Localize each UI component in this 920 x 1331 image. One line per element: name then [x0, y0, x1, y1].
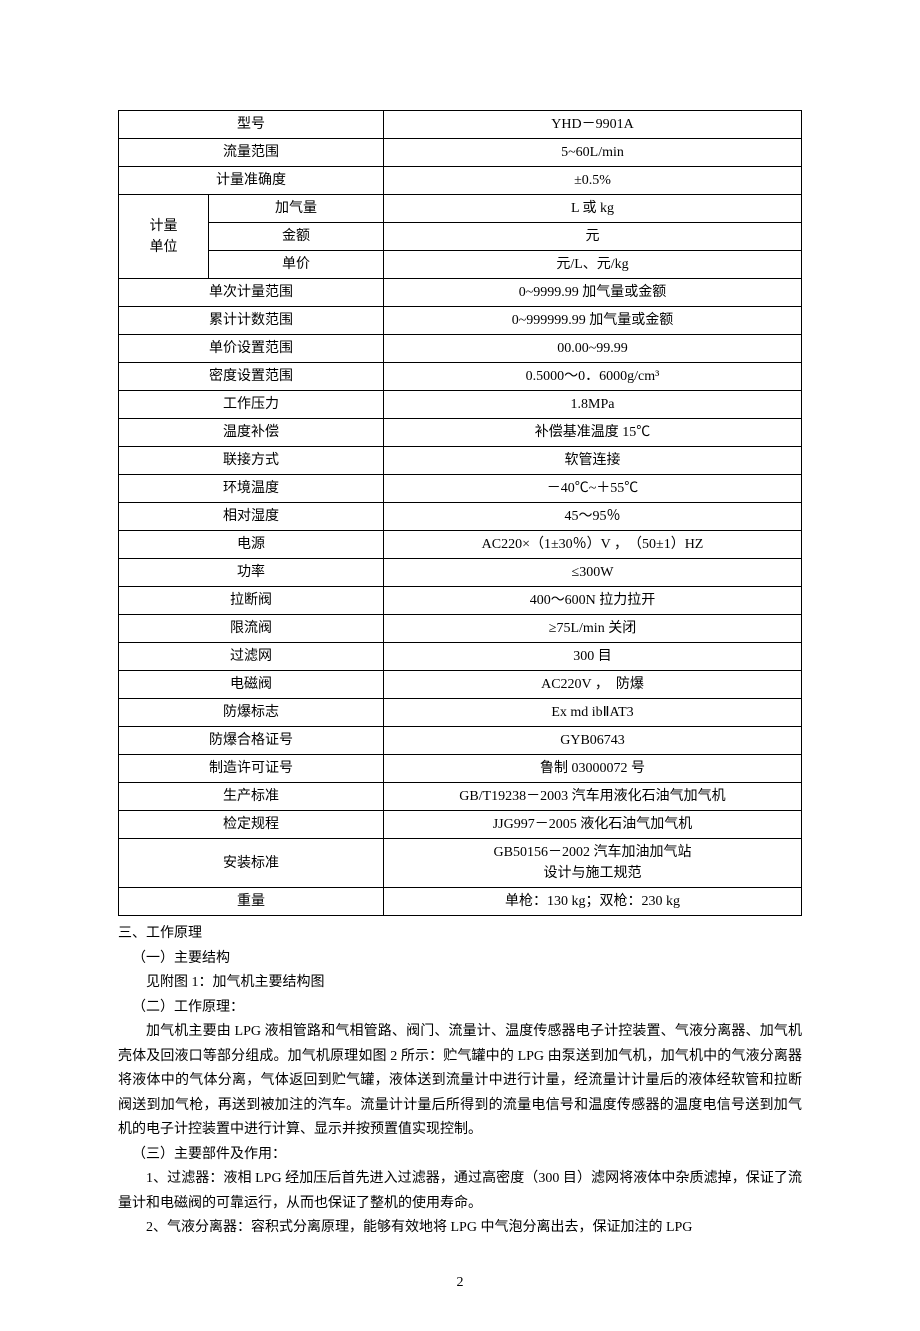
- spec-value: 元: [384, 223, 802, 251]
- spec-label: 工作压力: [119, 391, 384, 419]
- spec-label: 重量: [119, 888, 384, 916]
- section-3-1-title: （一）主要结构: [118, 947, 802, 972]
- table-row: 检定规程 JJG997－2005 液化石油气加气机: [119, 811, 802, 839]
- spec-value: 0.5000～0．6000g/cm³: [384, 363, 802, 391]
- spec-value: ≥75L/min 关闭: [384, 615, 802, 643]
- spec-label: 环境温度: [119, 475, 384, 503]
- table-row: 计量准确度 ±0.5%: [119, 167, 802, 195]
- section-3-title: 三、工作原理: [118, 922, 802, 947]
- table-row: 拉断阀 400～600N 拉力拉开: [119, 587, 802, 615]
- table-row: 生产标准 GB/T19238－2003 汽车用液化石油气加气机: [119, 783, 802, 811]
- section-3-2-body: 加气机主要由 LPG 液相管路和气相管路、阀门、流量计、温度传感器电子计控装置、…: [118, 1020, 802, 1143]
- table-row: 联接方式 软管连接: [119, 447, 802, 475]
- table-row: 计量 单位 加气量 L 或 kg: [119, 195, 802, 223]
- spec-value: 1.8MPa: [384, 391, 802, 419]
- spec-value: Ex md ibⅡAT3: [384, 699, 802, 727]
- spec-label: 生产标准: [119, 783, 384, 811]
- section-3-2-title: （二）工作原理：: [118, 996, 802, 1021]
- spec-value: 软管连接: [384, 447, 802, 475]
- table-row: 温度补偿 补偿基准温度 15℃: [119, 419, 802, 447]
- body-text: 三、工作原理 （一）主要结构 见附图 1：加气机主要结构图 （二）工作原理： 加…: [118, 922, 802, 1241]
- table-row: 型号 YHD－9901A: [119, 111, 802, 139]
- spec-value: 鲁制 03000072 号: [384, 755, 802, 783]
- table-row: 工作压力 1.8MPa: [119, 391, 802, 419]
- table-row: 制造许可证号 鲁制 03000072 号: [119, 755, 802, 783]
- spec-sublabel: 单价: [209, 251, 384, 279]
- spec-label: 型号: [119, 111, 384, 139]
- spec-value: GYB06743: [384, 727, 802, 755]
- spec-value: －40℃~＋55℃: [384, 475, 802, 503]
- spec-sublabel: 金额: [209, 223, 384, 251]
- table-row: 单价设置范围 00.00~99.99: [119, 335, 802, 363]
- spec-group-label: 计量 单位: [119, 195, 209, 279]
- table-row: 单价 元/L、元/kg: [119, 251, 802, 279]
- section-3-3-title: （三）主要部件及作用：: [118, 1143, 802, 1168]
- spec-label: 密度设置范围: [119, 363, 384, 391]
- spec-value: L 或 kg: [384, 195, 802, 223]
- spec-table-body: 型号 YHD－9901A 流量范围 5~60L/min 计量准确度 ±0.5% …: [119, 111, 802, 916]
- spec-value: GB/T19238－2003 汽车用液化石油气加气机: [384, 783, 802, 811]
- spec-label: 检定规程: [119, 811, 384, 839]
- section-3-1-body: 见附图 1：加气机主要结构图: [118, 971, 802, 996]
- table-row: 安装标准 GB50156－2002 汽车加油加气站 设计与施工规范: [119, 839, 802, 888]
- table-row: 功率 ≤300W: [119, 559, 802, 587]
- section-3-3-item2: 2、气液分离器：容积式分离原理，能够有效地将 LPG 中气泡分离出去，保证加注的…: [118, 1216, 802, 1241]
- spec-label: 相对湿度: [119, 503, 384, 531]
- page-number: 2: [118, 1275, 802, 1291]
- spec-label: 拉断阀: [119, 587, 384, 615]
- spec-label: 联接方式: [119, 447, 384, 475]
- spec-label: 电磁阀: [119, 671, 384, 699]
- table-row: 防爆标志 Ex md ibⅡAT3: [119, 699, 802, 727]
- spec-label: 防爆标志: [119, 699, 384, 727]
- table-row: 环境温度 －40℃~＋55℃: [119, 475, 802, 503]
- section-3-3-item1: 1、过滤器：液相 LPG 经加压后首先进入过滤器，通过高密度（300 目）滤网将…: [118, 1167, 802, 1216]
- table-row: 电磁阀 AC220V ， 防爆: [119, 671, 802, 699]
- table-row: 防爆合格证号 GYB06743: [119, 727, 802, 755]
- table-row: 单次计量范围 0~9999.99 加气量或金额: [119, 279, 802, 307]
- spec-value: GB50156－2002 汽车加油加气站 设计与施工规范: [384, 839, 802, 888]
- table-row: 重量 单枪：130 kg；双枪：230 kg: [119, 888, 802, 916]
- spec-value: AC220V ， 防爆: [384, 671, 802, 699]
- spec-value: YHD－9901A: [384, 111, 802, 139]
- spec-label: 功率: [119, 559, 384, 587]
- spec-label: 流量范围: [119, 139, 384, 167]
- spec-label: 温度补偿: [119, 419, 384, 447]
- table-row: 密度设置范围 0.5000～0．6000g/cm³: [119, 363, 802, 391]
- spec-value: 单枪：130 kg；双枪：230 kg: [384, 888, 802, 916]
- spec-value: 0~9999.99 加气量或金额: [384, 279, 802, 307]
- spec-label: 过滤网: [119, 643, 384, 671]
- table-row: 相对湿度 45～95％: [119, 503, 802, 531]
- spec-label: 安装标准: [119, 839, 384, 888]
- spec-value: 300 目: [384, 643, 802, 671]
- spec-value: 元/L、元/kg: [384, 251, 802, 279]
- spec-value: ±0.5%: [384, 167, 802, 195]
- spec-value: 400～600N 拉力拉开: [384, 587, 802, 615]
- spec-label: 防爆合格证号: [119, 727, 384, 755]
- table-row: 限流阀 ≥75L/min 关闭: [119, 615, 802, 643]
- spec-label: 限流阀: [119, 615, 384, 643]
- table-row: 过滤网 300 目: [119, 643, 802, 671]
- spec-label: 计量准确度: [119, 167, 384, 195]
- spec-label: 单次计量范围: [119, 279, 384, 307]
- spec-value: ≤300W: [384, 559, 802, 587]
- table-row: 金额 元: [119, 223, 802, 251]
- spec-value: 00.00~99.99: [384, 335, 802, 363]
- table-row: 流量范围 5~60L/min: [119, 139, 802, 167]
- spec-sublabel: 加气量: [209, 195, 384, 223]
- spec-value: 0~999999.99 加气量或金额: [384, 307, 802, 335]
- spec-value: JJG997－2005 液化石油气加气机: [384, 811, 802, 839]
- spec-label: 单价设置范围: [119, 335, 384, 363]
- spec-value: AC220×（1±30％）V ， （50±1）HZ: [384, 531, 802, 559]
- spec-label: 制造许可证号: [119, 755, 384, 783]
- spec-label: 电源: [119, 531, 384, 559]
- spec-value: 5~60L/min: [384, 139, 802, 167]
- table-row: 累计计数范围 0~999999.99 加气量或金额: [119, 307, 802, 335]
- table-row: 电源 AC220×（1±30％）V ， （50±1）HZ: [119, 531, 802, 559]
- spec-label: 累计计数范围: [119, 307, 384, 335]
- spec-table: 型号 YHD－9901A 流量范围 5~60L/min 计量准确度 ±0.5% …: [118, 110, 802, 916]
- spec-value: 45～95％: [384, 503, 802, 531]
- spec-value: 补偿基准温度 15℃: [384, 419, 802, 447]
